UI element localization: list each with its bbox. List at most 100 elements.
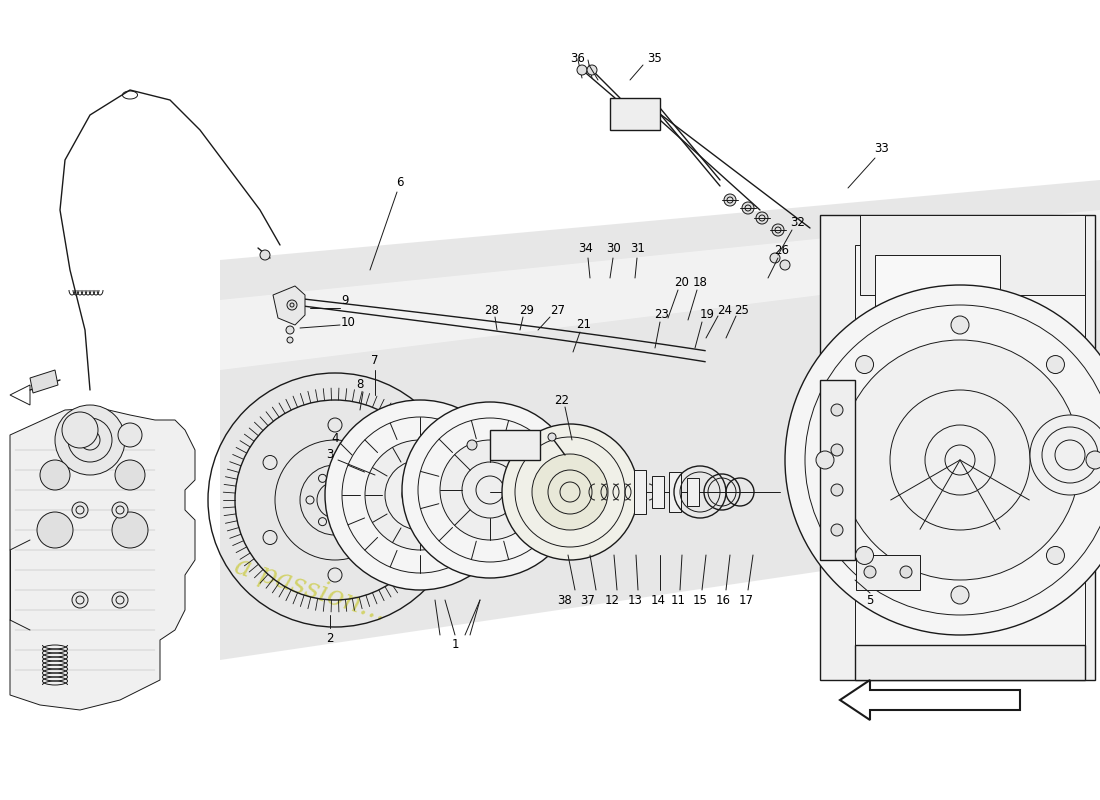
Circle shape — [263, 530, 277, 545]
Circle shape — [548, 433, 556, 441]
Polygon shape — [860, 215, 1085, 295]
Circle shape — [770, 253, 780, 263]
Text: 4: 4 — [331, 431, 339, 445]
Circle shape — [55, 405, 125, 475]
Circle shape — [780, 260, 790, 270]
Circle shape — [260, 250, 270, 260]
Circle shape — [72, 502, 88, 518]
Circle shape — [328, 568, 342, 582]
Polygon shape — [273, 286, 305, 325]
Polygon shape — [610, 98, 660, 130]
Text: 33: 33 — [874, 142, 890, 154]
Circle shape — [756, 212, 768, 224]
Circle shape — [393, 455, 407, 470]
Polygon shape — [856, 555, 920, 590]
Polygon shape — [688, 478, 698, 506]
Text: 21: 21 — [576, 318, 592, 331]
Circle shape — [1046, 546, 1065, 565]
Circle shape — [1046, 355, 1065, 374]
Circle shape — [287, 337, 293, 343]
Text: 32: 32 — [791, 215, 805, 229]
Text: 35: 35 — [648, 51, 662, 65]
Circle shape — [830, 524, 843, 536]
Circle shape — [1086, 451, 1100, 469]
Circle shape — [112, 502, 128, 518]
Text: 3: 3 — [327, 449, 333, 462]
Circle shape — [724, 194, 736, 206]
Circle shape — [62, 412, 98, 448]
Circle shape — [112, 512, 148, 548]
Text: 22: 22 — [554, 394, 570, 406]
Circle shape — [816, 451, 834, 469]
Text: 38: 38 — [558, 594, 572, 606]
Circle shape — [343, 518, 352, 526]
Text: 31: 31 — [630, 242, 646, 254]
Circle shape — [319, 474, 327, 482]
Text: 8: 8 — [356, 378, 364, 391]
Text: 34: 34 — [579, 242, 593, 254]
Circle shape — [356, 496, 364, 504]
Circle shape — [785, 285, 1100, 635]
Circle shape — [324, 400, 515, 590]
Circle shape — [328, 418, 342, 432]
Text: 6: 6 — [396, 175, 404, 189]
Circle shape — [118, 423, 142, 447]
Polygon shape — [820, 380, 855, 560]
Text: 15: 15 — [693, 594, 707, 606]
Circle shape — [440, 440, 540, 540]
Polygon shape — [840, 680, 1020, 720]
Circle shape — [37, 512, 73, 548]
Circle shape — [742, 202, 754, 214]
Text: 11: 11 — [671, 594, 685, 606]
Circle shape — [40, 460, 70, 490]
Circle shape — [116, 460, 145, 490]
Text: 2: 2 — [327, 631, 333, 645]
Circle shape — [830, 444, 843, 456]
Circle shape — [343, 474, 352, 482]
Polygon shape — [634, 470, 646, 514]
Circle shape — [840, 340, 1080, 580]
Circle shape — [402, 402, 578, 578]
Circle shape — [263, 455, 277, 470]
Text: a passion...: a passion... — [231, 553, 389, 627]
Circle shape — [864, 566, 876, 578]
Circle shape — [112, 592, 128, 608]
Circle shape — [952, 586, 969, 604]
Text: 18: 18 — [693, 275, 707, 289]
Circle shape — [306, 496, 313, 504]
Text: 5: 5 — [867, 594, 873, 606]
Text: 19: 19 — [700, 309, 715, 322]
Circle shape — [587, 65, 597, 75]
Circle shape — [856, 355, 873, 374]
Circle shape — [772, 224, 784, 236]
Polygon shape — [855, 645, 1085, 680]
Text: 28: 28 — [485, 303, 499, 317]
Text: 14: 14 — [650, 594, 666, 606]
Polygon shape — [220, 210, 1100, 370]
Circle shape — [286, 326, 294, 334]
Text: 7: 7 — [372, 354, 378, 366]
Circle shape — [502, 424, 638, 560]
Text: 9: 9 — [341, 294, 349, 306]
Text: 1: 1 — [451, 638, 459, 651]
Text: 16: 16 — [715, 594, 730, 606]
Circle shape — [830, 484, 843, 496]
Text: 36: 36 — [571, 51, 585, 65]
Polygon shape — [652, 476, 664, 508]
Circle shape — [952, 316, 969, 334]
Polygon shape — [490, 430, 540, 460]
Polygon shape — [30, 370, 58, 393]
Text: 13: 13 — [628, 594, 642, 606]
Circle shape — [385, 460, 455, 530]
Text: 24: 24 — [717, 303, 733, 317]
Text: 27: 27 — [550, 303, 565, 317]
Circle shape — [578, 65, 587, 75]
Text: 30: 30 — [606, 242, 621, 254]
Text: 26: 26 — [774, 243, 790, 257]
Text: 10: 10 — [341, 315, 355, 329]
Polygon shape — [669, 472, 681, 512]
Circle shape — [287, 300, 297, 310]
Circle shape — [900, 566, 912, 578]
Text: 20: 20 — [674, 275, 690, 289]
Polygon shape — [855, 245, 1085, 645]
